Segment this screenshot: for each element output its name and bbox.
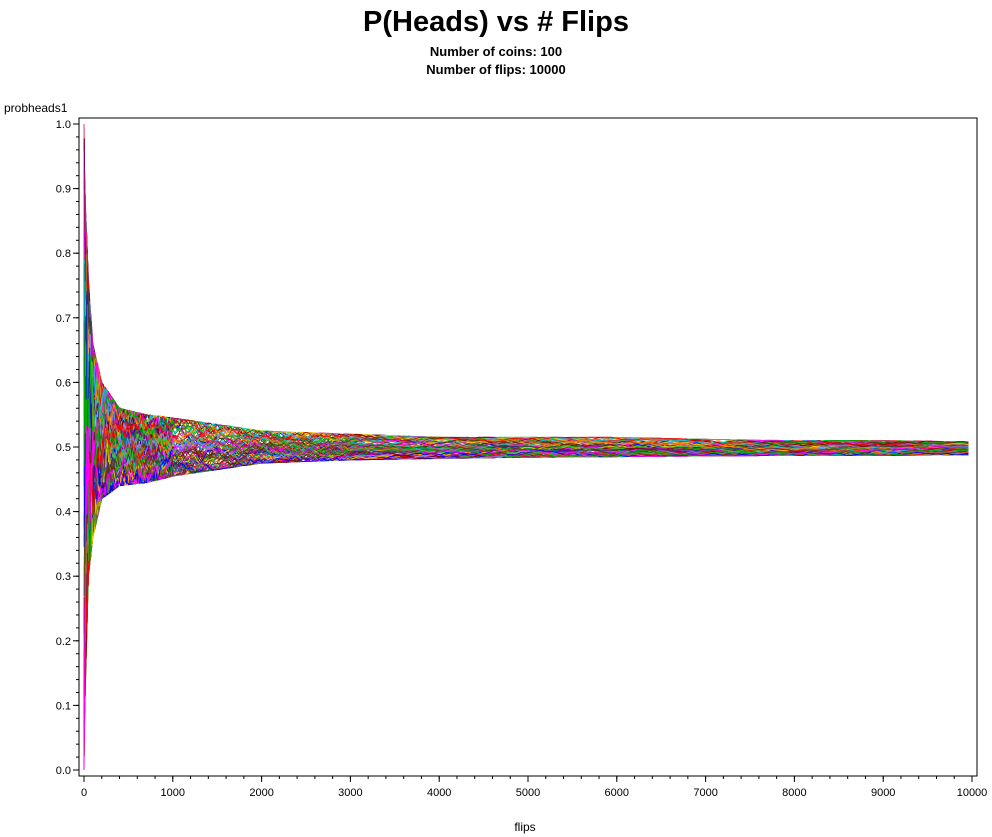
x-tick-label: 4000 xyxy=(427,787,451,799)
chart-subtitle-coins: Number of coins: 100 xyxy=(429,44,563,59)
series-line xyxy=(83,195,969,463)
series-line xyxy=(83,138,969,455)
y-tick-label: 0.7 xyxy=(56,313,71,325)
series-line xyxy=(83,356,969,509)
series-line xyxy=(83,304,969,468)
x-tick-label: 7000 xyxy=(693,787,717,799)
series-line xyxy=(83,206,969,460)
chart-subtitle-flips: Number of flips: 10000 xyxy=(426,62,566,77)
series-line xyxy=(83,138,969,466)
series-line xyxy=(83,305,969,506)
series-line xyxy=(83,425,969,771)
series-line xyxy=(83,123,969,472)
x-tick-label: 5000 xyxy=(516,787,540,799)
series-line xyxy=(83,357,969,596)
x-axis-label: flips xyxy=(514,820,536,834)
series-line xyxy=(83,200,969,454)
series-line xyxy=(83,303,969,528)
series-line xyxy=(83,380,969,569)
y-tick-label: 0.8 xyxy=(56,248,71,260)
series-line xyxy=(83,303,969,529)
axis-layer: 0.0 0.1 0.2 0.3 0.4 0.5 0.6 0.7 0.8 0.9 1.0 0 1000 20… xyxy=(56,119,988,799)
series-line xyxy=(83,434,969,724)
series-line xyxy=(83,353,969,716)
y-tick-label: 0.2 xyxy=(56,636,71,648)
series-line xyxy=(83,195,969,453)
series-line xyxy=(83,330,969,625)
series-line xyxy=(83,152,969,468)
y-axis-label: probheads1 xyxy=(4,101,68,115)
series-line xyxy=(83,327,969,517)
chart-title: P(Heads) vs # Flips xyxy=(363,6,629,38)
series-line xyxy=(83,432,969,713)
series-line xyxy=(83,436,969,641)
series-line xyxy=(83,173,969,468)
series-line xyxy=(83,436,969,691)
series-line xyxy=(83,268,969,548)
x-tick-label: 10000 xyxy=(957,787,988,799)
series-line xyxy=(83,362,969,565)
series-line xyxy=(83,253,969,456)
y-tick-label: 0.0 xyxy=(56,765,71,777)
series-line xyxy=(83,360,969,631)
series-line xyxy=(83,346,969,699)
series-line xyxy=(83,422,969,597)
series-line xyxy=(83,186,969,550)
series-line xyxy=(83,416,969,771)
series-line xyxy=(83,297,969,464)
x-tick-label: 8000 xyxy=(782,787,806,799)
series-line xyxy=(83,123,969,453)
series-line xyxy=(83,361,969,697)
y-tick-label: 1.0 xyxy=(56,119,71,131)
series-line xyxy=(83,330,969,681)
series-line xyxy=(83,281,969,545)
x-tick-label: 3000 xyxy=(338,787,362,799)
series-line xyxy=(83,337,969,722)
series-line xyxy=(83,312,969,514)
series-layer xyxy=(83,123,969,771)
y-tick-label: 0.9 xyxy=(56,184,71,196)
series-line xyxy=(83,431,969,756)
y-tick-label: 0.5 xyxy=(56,442,71,454)
y-tick-label: 0.4 xyxy=(56,507,71,519)
x-tick-label: 2000 xyxy=(249,787,273,799)
series-line xyxy=(83,232,969,462)
x-tick-label: 0 xyxy=(81,787,87,799)
series-line xyxy=(83,432,969,724)
x-tick-label: 9000 xyxy=(871,787,895,799)
series-line xyxy=(83,138,969,470)
series-line xyxy=(83,315,969,631)
x-tick-label: 1000 xyxy=(161,787,185,799)
y-tick-label: 0.6 xyxy=(56,377,71,389)
series-line xyxy=(83,153,969,521)
series-line xyxy=(83,199,969,522)
y-tick-label: 0.3 xyxy=(56,571,71,583)
series-line xyxy=(83,292,969,516)
x-tick-label: 6000 xyxy=(605,787,629,799)
series-line xyxy=(83,386,969,598)
series-line xyxy=(83,182,969,547)
series-line xyxy=(83,321,969,644)
series-line xyxy=(83,291,969,547)
series-line xyxy=(83,430,969,618)
y-tick-label: 0.1 xyxy=(56,700,71,712)
